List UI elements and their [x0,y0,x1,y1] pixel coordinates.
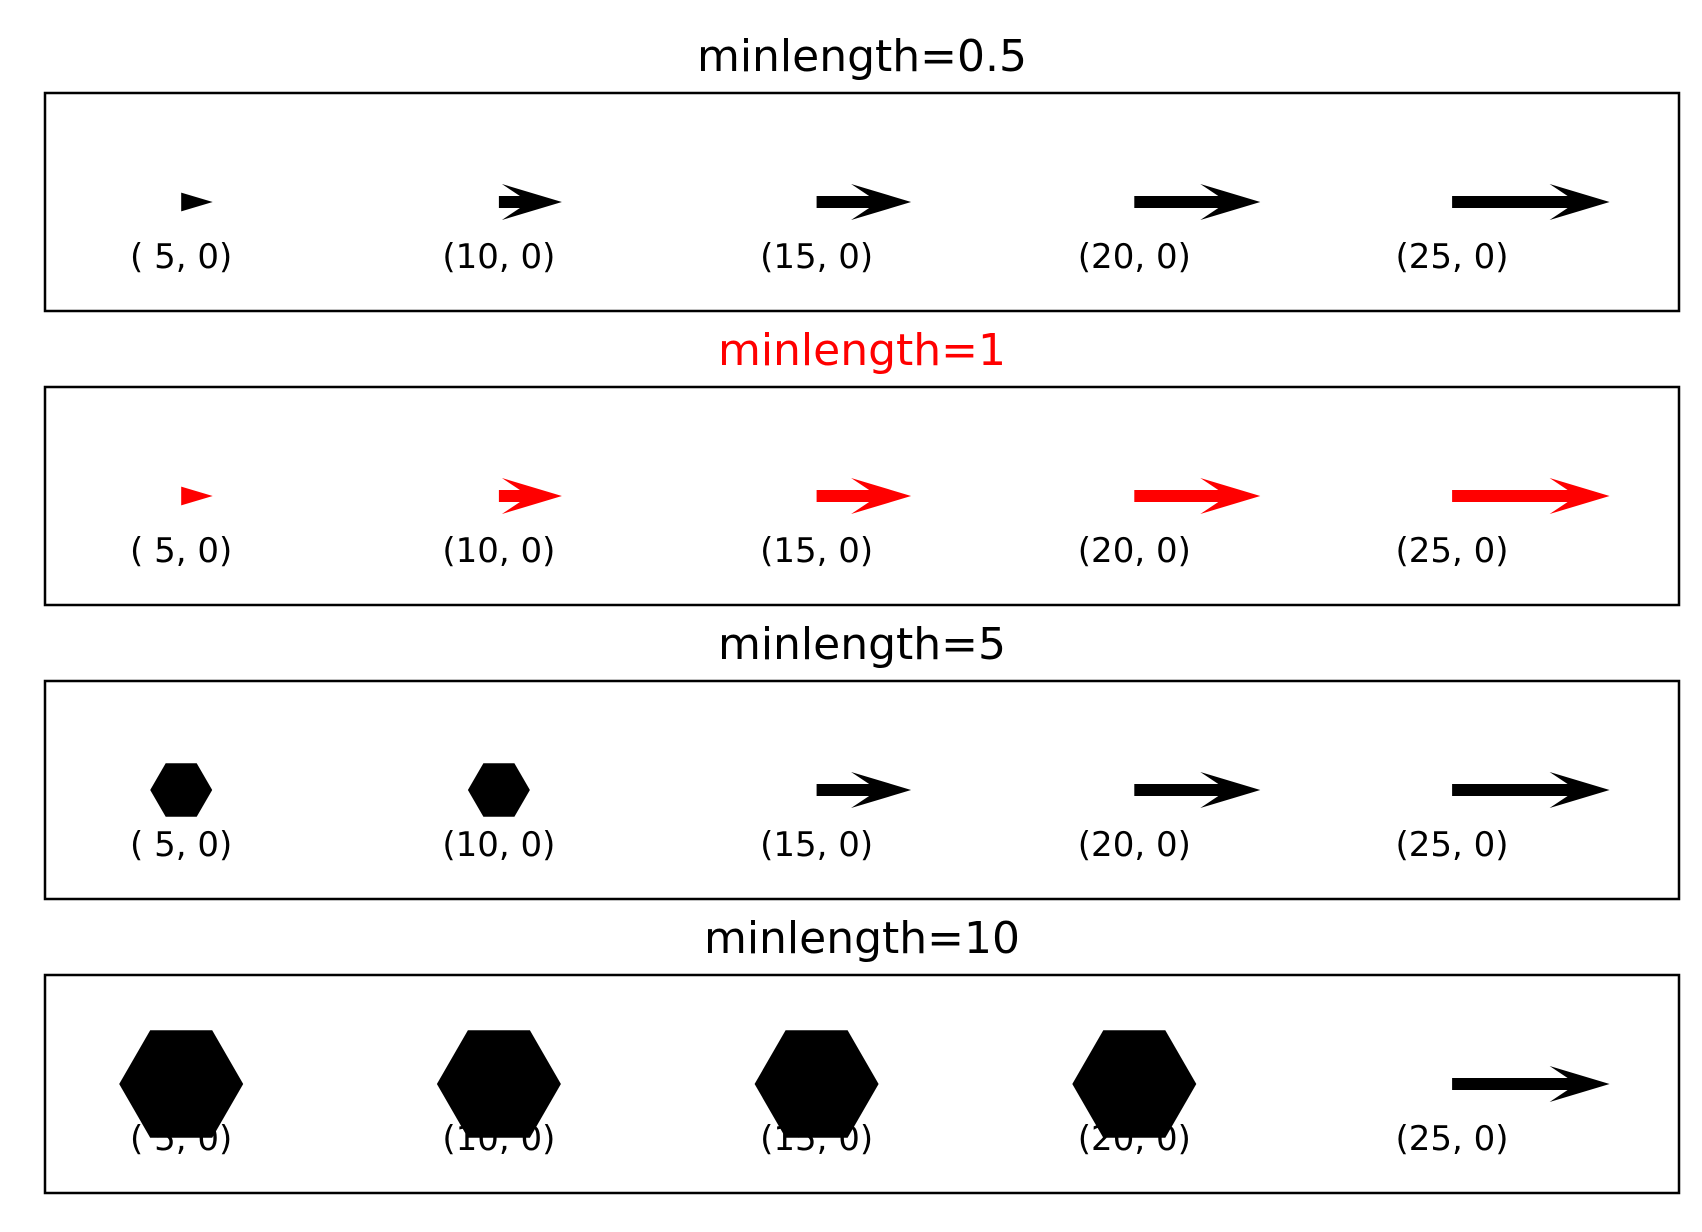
vector-label: (10, 0) [442,1119,555,1159]
arrow-marker [498,184,562,220]
arrow-marker [1452,772,1610,808]
arrow-marker [498,478,562,514]
vector-label: ( 5, 0) [130,1119,232,1159]
vector-label: (20, 0) [1078,1119,1191,1159]
vector-label: (20, 0) [1078,531,1191,571]
vector-label: (15, 0) [760,531,873,571]
hexagon-marker [119,1030,244,1138]
vector-label: (25, 0) [1396,825,1509,865]
hexagon-marker [150,763,213,817]
arrow-marker [816,772,912,808]
vector-label: (25, 0) [1396,1119,1509,1159]
panel-title: minlength=1 [718,325,1006,376]
arrow-marker [1134,772,1261,808]
vector-label: (25, 0) [1396,237,1509,277]
vector-label: (20, 0) [1078,825,1191,865]
arrow-marker [816,184,912,220]
quiver-panel-4: minlength=10 ( 5, 0) (10, 0) (15, 0) (20, 0)… [43,913,1681,1195]
vector-label: (25, 0) [1396,531,1509,571]
arrow-marker [1452,184,1610,220]
hexagon-marker [467,763,530,817]
quiver-panel-3: minlength=5 ( 5, 0) (10, 0) (15, 0) (20, 0) (… [43,619,1681,901]
panel-title: minlength=0.5 [697,31,1027,82]
panel-title: minlength=10 [704,913,1020,964]
hexagon-marker [1072,1030,1197,1138]
arrow-marker [1452,1066,1610,1102]
vector-label: (10, 0) [442,531,555,571]
arrow-marker [181,486,213,506]
arrow-marker [816,478,912,514]
axes-frame [43,385,1681,607]
panel-title: minlength=5 [718,619,1006,670]
vector-label: ( 5, 0) [130,237,232,277]
quiver-panel-1: minlength=0.5 ( 5, 0) (10, 0) (15, 0) (20, 0… [43,31,1681,313]
vector-label: (20, 0) [1078,237,1191,277]
vector-label: (15, 0) [760,237,873,277]
vector-label: ( 5, 0) [130,531,232,571]
arrow-marker [181,192,213,212]
axes-frame [43,91,1681,313]
vector-label: (10, 0) [442,825,555,865]
quiver-panel-2: minlength=1 ( 5, 0) (10, 0) (15, 0) (20, 0) (… [43,325,1681,607]
arrow-marker [1134,478,1261,514]
arrow-marker [1452,478,1610,514]
vector-label: ( 5, 0) [130,825,232,865]
vector-label: (15, 0) [760,1119,873,1159]
axes-frame [43,679,1681,901]
hexagon-marker [754,1030,879,1138]
axes-frame [43,973,1681,1195]
arrow-marker [1134,184,1261,220]
vector-label: (15, 0) [760,825,873,865]
hexagon-marker [436,1030,561,1138]
vector-label: (10, 0) [442,237,555,277]
